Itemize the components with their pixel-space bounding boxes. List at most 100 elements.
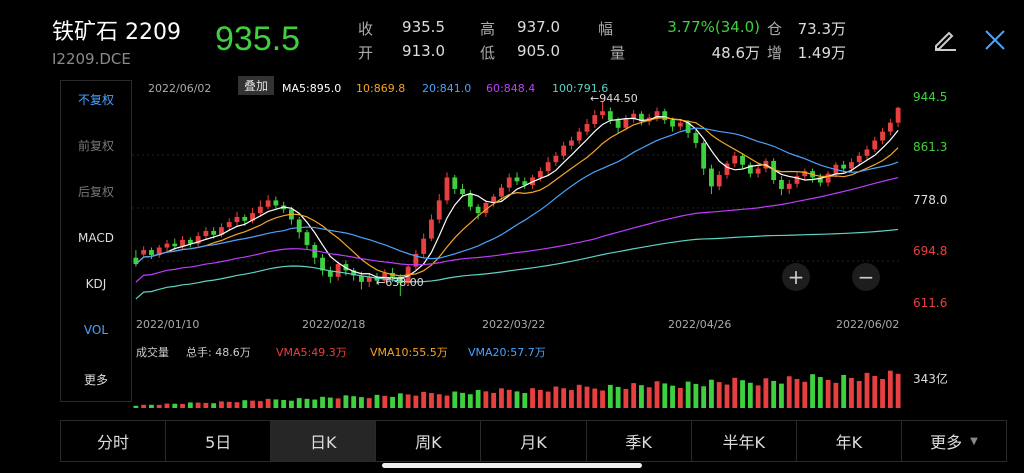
left-item-backward-adjust[interactable]: 后复权	[77, 185, 114, 199]
left-item-no-adjust[interactable]: 不复权	[77, 93, 114, 107]
candle-body	[864, 149, 870, 156]
volume-bar	[467, 394, 473, 408]
tab-quarterly-k[interactable]: 季K	[587, 421, 692, 461]
close-icon[interactable]	[983, 28, 1007, 58]
candle	[359, 271, 364, 290]
volume-bar	[327, 397, 333, 408]
candle-body	[607, 111, 613, 121]
candle-body	[219, 227, 224, 235]
left-item-macd[interactable]: MACD	[78, 231, 114, 245]
zoom-in-button[interactable]: +	[782, 263, 810, 291]
candle	[133, 250, 139, 267]
candle-body	[149, 250, 154, 256]
candle	[234, 211, 240, 226]
left-panel: 不复权 前复权 后复权 MACD KDJ VOL 更多	[60, 80, 132, 402]
candle-body	[514, 177, 520, 182]
volume-bar	[709, 379, 714, 408]
candle	[475, 204, 481, 220]
volume-bar	[802, 381, 808, 408]
candle-body	[584, 123, 590, 132]
pencil-icon[interactable]	[932, 26, 958, 58]
candle-body	[180, 239, 185, 247]
volume-bar	[296, 398, 302, 408]
candle-body	[436, 200, 442, 220]
candle-body	[732, 155, 738, 164]
volume-bar	[499, 388, 504, 408]
candle-body	[327, 270, 333, 277]
vma10-label: VMA10:55.5万	[370, 346, 448, 359]
volume-bar	[779, 383, 784, 408]
candle	[786, 180, 792, 195]
volume-bar	[444, 395, 450, 408]
candle	[810, 168, 815, 183]
chevron-down-icon: ▼	[970, 435, 978, 447]
left-item-kdj[interactable]: KDJ	[85, 277, 107, 291]
ma100-label: 100:791.6	[552, 82, 609, 95]
volume-bar	[569, 390, 574, 408]
volume-bar	[685, 381, 691, 408]
candle	[429, 214, 434, 242]
volume-bar	[537, 389, 543, 408]
tab-daily-k[interactable]: 日K	[271, 421, 377, 461]
candle-body	[265, 200, 271, 207]
candle	[141, 246, 147, 258]
volume-bar	[203, 402, 209, 408]
candle	[187, 237, 193, 248]
candle-body	[779, 180, 784, 189]
left-item-more[interactable]: 更多	[83, 373, 108, 387]
tab-weekly-k[interactable]: 周K	[376, 421, 482, 461]
volume-bar	[281, 400, 287, 408]
quote-high-label: 高	[480, 20, 496, 38]
candle	[779, 176, 784, 196]
volume-bar	[133, 405, 139, 408]
candle	[724, 160, 730, 179]
quote-oi-change-label: 增	[767, 44, 783, 62]
tab-halfyear-k[interactable]: 半年K	[692, 421, 797, 461]
volume-bar	[887, 370, 893, 408]
tab-5day[interactable]: 5日	[166, 421, 272, 461]
vma20-label: VMA20:57.7万	[468, 346, 546, 359]
candle-body	[786, 183, 792, 189]
tab-monthly-k[interactable]: 月K	[481, 421, 587, 461]
candle-body	[273, 200, 279, 206]
volume-bar	[872, 375, 878, 408]
volume-bar	[234, 402, 240, 408]
candle-body	[366, 276, 372, 282]
quote-close-label: 收	[358, 20, 374, 38]
zoom-out-button[interactable]: −	[852, 263, 880, 291]
tab-more[interactable]: 更多 ▼	[902, 421, 1006, 461]
volume-chart[interactable]	[132, 360, 912, 410]
candle-body	[615, 120, 621, 128]
volume-bar	[506, 389, 512, 408]
volume-bar	[553, 386, 559, 408]
volume-bar	[724, 384, 730, 408]
candle-body	[491, 196, 497, 203]
candle	[452, 174, 458, 195]
volume-bar	[825, 379, 831, 408]
volume-bar	[584, 386, 590, 408]
tab-intraday[interactable]: 分时	[61, 421, 167, 461]
candle-body	[639, 113, 644, 122]
chart-date: 2022/06/02	[148, 82, 212, 95]
volume-bar	[771, 380, 777, 408]
volume-bar	[374, 394, 380, 408]
instrument-code: I2209.DCE	[52, 50, 131, 68]
x-tick-3: 2022/04/26	[668, 318, 732, 331]
volume-label: 成交量	[136, 346, 169, 359]
left-item-vol[interactable]: VOL	[83, 323, 109, 337]
candle	[553, 151, 559, 167]
candle	[755, 164, 761, 178]
candle-body	[740, 155, 745, 165]
tab-yearly-k[interactable]: 年K	[797, 421, 902, 461]
high-annotation: ←944.50	[590, 92, 638, 105]
volume-bar	[615, 386, 621, 408]
left-item-forward-adjust[interactable]: 前复权	[77, 139, 114, 153]
overlay-button[interactable]: 叠加	[238, 76, 275, 95]
candle	[149, 247, 154, 259]
candle-body	[250, 213, 255, 221]
volume-bar	[670, 385, 675, 408]
candle	[576, 127, 582, 145]
candle	[841, 160, 847, 173]
candlestick-chart[interactable]	[132, 94, 912, 316]
candle	[499, 183, 504, 201]
